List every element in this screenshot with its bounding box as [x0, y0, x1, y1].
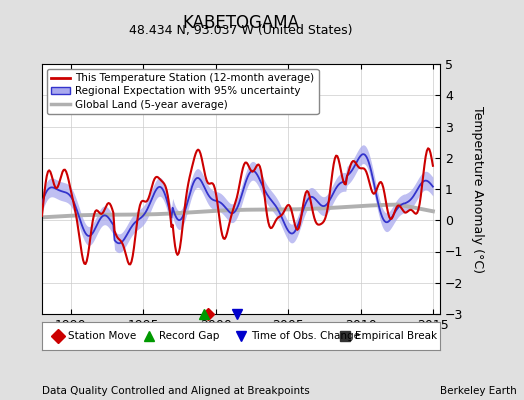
Text: KABETOGAMA: KABETOGAMA	[182, 14, 300, 32]
Text: Time of Obs. Change: Time of Obs. Change	[251, 331, 360, 341]
Y-axis label: Temperature Anomaly (°C): Temperature Anomaly (°C)	[471, 106, 484, 272]
Text: Record Gap: Record Gap	[159, 331, 220, 341]
Text: Empirical Break: Empirical Break	[355, 331, 436, 341]
Text: Berkeley Earth: Berkeley Earth	[440, 386, 517, 396]
Text: Data Quality Controlled and Aligned at Breakpoints: Data Quality Controlled and Aligned at B…	[42, 386, 310, 396]
Text: Station Move: Station Move	[68, 331, 136, 341]
Text: 48.434 N, 93.037 W (United States): 48.434 N, 93.037 W (United States)	[129, 24, 353, 37]
Legend: This Temperature Station (12-month average), Regional Expectation with 95% uncer: This Temperature Station (12-month avera…	[47, 69, 319, 114]
